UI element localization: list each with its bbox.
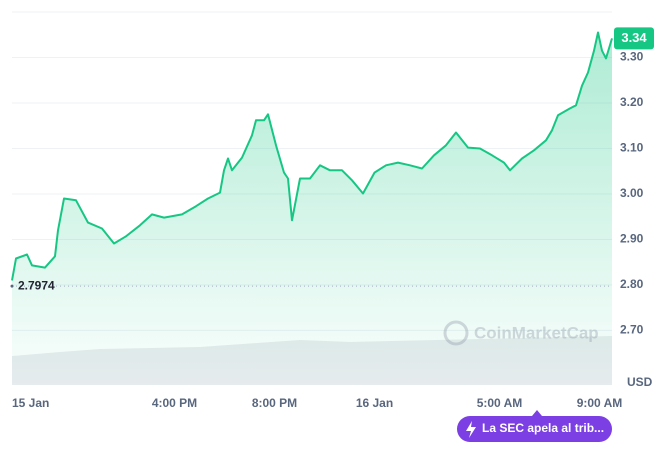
y-tick-label: 2.90 xyxy=(620,232,644,246)
annotation-text: La SEC apela al trib... xyxy=(482,421,604,435)
area xyxy=(12,32,612,385)
line xyxy=(11,31,613,281)
y-tick-label: 2.80 xyxy=(620,277,644,291)
last-price-label: 3.34 xyxy=(621,30,647,45)
y-tick-label: 3.10 xyxy=(620,141,644,155)
annotation-icon xyxy=(466,421,476,438)
reference-dot xyxy=(10,284,14,288)
x-tick-label: 8:00 PM xyxy=(252,396,297,410)
x-tick-label: 5:00 AM xyxy=(477,396,523,410)
y-tick-label: 3.20 xyxy=(620,95,644,109)
last-price-badge xyxy=(614,27,654,50)
y-axis-label: USD xyxy=(627,375,653,389)
x-tick-label: 9:00 AM xyxy=(577,396,623,410)
x-tick-label: 4:00 PM xyxy=(152,396,197,410)
y-tick-label: 3.00 xyxy=(620,186,644,200)
reference-label: 2.7974 xyxy=(18,278,55,292)
x-tick-label: 15 Jan xyxy=(12,396,49,410)
watermark-logo xyxy=(443,320,469,346)
watermark: CoinMarketCap xyxy=(443,320,599,346)
y-tick-label: 2.70 xyxy=(620,323,644,337)
x-tick-label: 16 Jan xyxy=(356,396,393,410)
y-tick-label: 3.30 xyxy=(620,50,644,64)
annotation-button[interactable] xyxy=(457,416,612,442)
watermark-text: CoinMarketCap xyxy=(474,323,599,342)
annotation-pin xyxy=(532,410,542,416)
